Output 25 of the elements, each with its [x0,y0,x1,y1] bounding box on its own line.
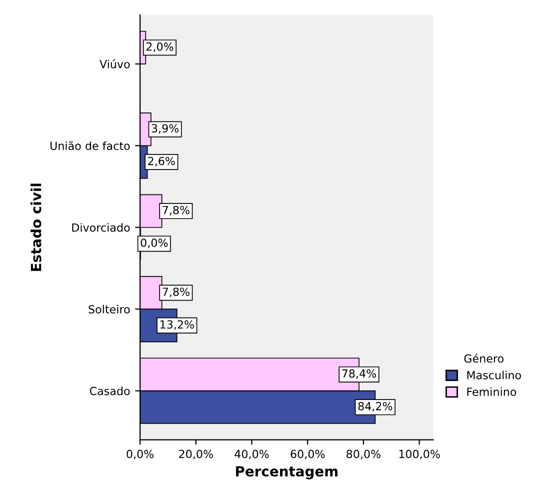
data-label: 7,8% [162,206,190,216]
data-label: 7,8% [162,288,190,298]
data-label: 2,0% [146,42,174,52]
x-tick-label: 0,0% [126,450,154,460]
y-tick-label: Divorciado [72,223,130,232]
data-label: 2,6% [148,156,175,166]
x-tick-label: 60,0% [290,450,325,460]
y-tick-label: Solteiro [88,304,130,314]
data-label: 3,9% [152,124,179,134]
x-tick-label: 40,0% [234,450,269,460]
y-axis-title: Estado civil [30,184,42,271]
legend-title: Género [464,354,504,363]
y-tick-label: Casado [90,386,130,396]
legend-label: Feminino [467,387,516,396]
y-tick-label: União de facto [50,141,130,150]
data-label: 13,2% [160,320,194,330]
data-label: 0,0% [140,238,168,248]
y-tick-label: Viúvo [100,59,130,68]
x-axis-title: Percentagem [236,466,338,480]
data-label: 78,4% [342,369,376,379]
x-tick-label: 20,0% [179,450,213,460]
x-tick-label: 80,0% [346,450,380,460]
data-label: 84,2% [358,402,392,412]
x-tick-label: 100,0% [399,450,440,460]
legend-label: Masculino [467,370,521,380]
